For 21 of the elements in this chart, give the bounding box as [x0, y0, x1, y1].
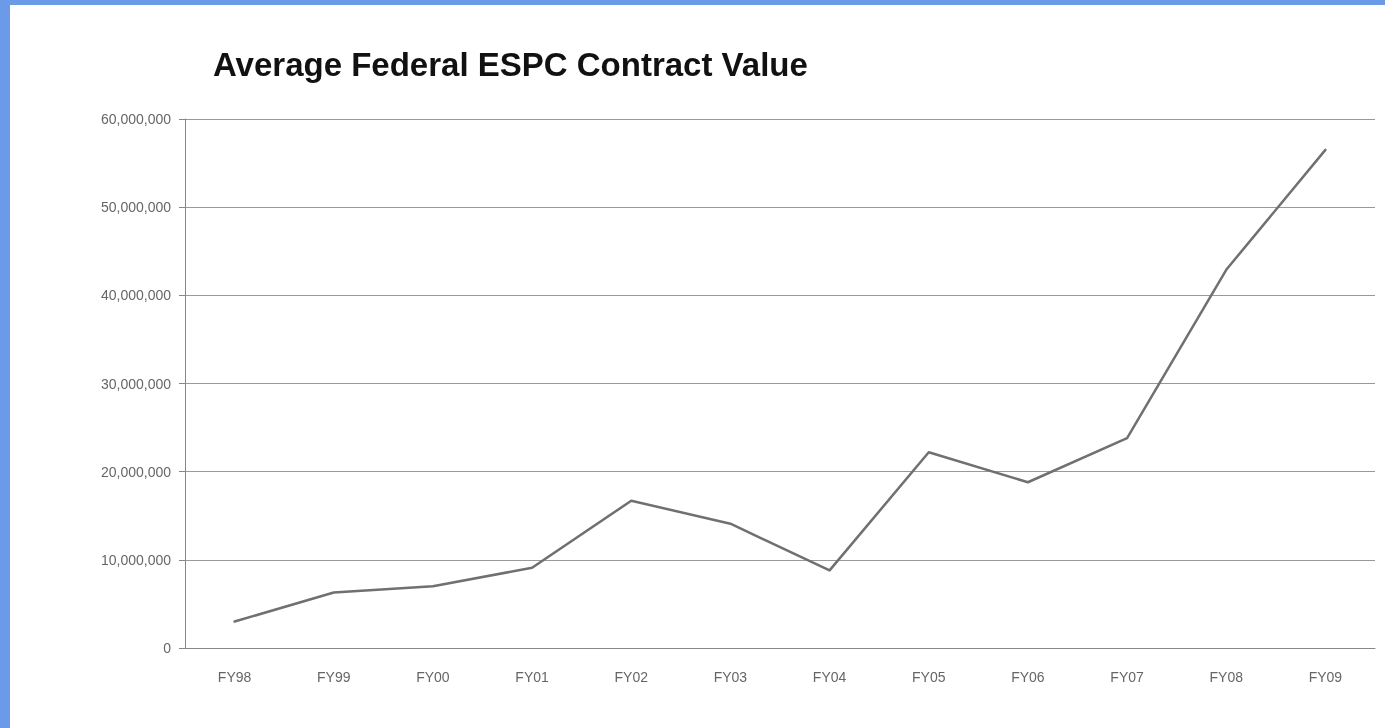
y-tick-label: 40,000,000	[100, 287, 172, 304]
chart-title: Average Federal ESPC Contract Value	[213, 46, 808, 83]
x-tick-label: FY03	[713, 669, 748, 685]
x-tick-label: FY02	[614, 669, 649, 685]
y-tick-label: 20,000,000	[100, 463, 172, 480]
x-tick-label: FY00	[416, 669, 450, 685]
y-tick-label: 60,000,000	[100, 111, 172, 127]
x-tick-label: FY05	[912, 669, 946, 685]
x-tick-label: FY06	[1011, 669, 1045, 685]
x-tick-label: FY01	[515, 669, 550, 685]
y-tick-label: 30,000,000	[100, 375, 172, 392]
y-tick-label: 0	[163, 640, 172, 656]
x-tick-label: FY08	[1209, 669, 1244, 685]
x-tick-label: FY04	[812, 669, 847, 685]
y-tick-label: 50,000,000	[100, 199, 172, 216]
line-series	[233, 148, 1327, 623]
x-tick-label: FY09	[1308, 669, 1343, 685]
x-tick-label: FY07	[1110, 669, 1145, 685]
x-tick-label: FY99	[317, 669, 351, 685]
y-tick-label: 10,000,000	[100, 551, 172, 568]
x-tick-label: FY98	[217, 669, 252, 685]
